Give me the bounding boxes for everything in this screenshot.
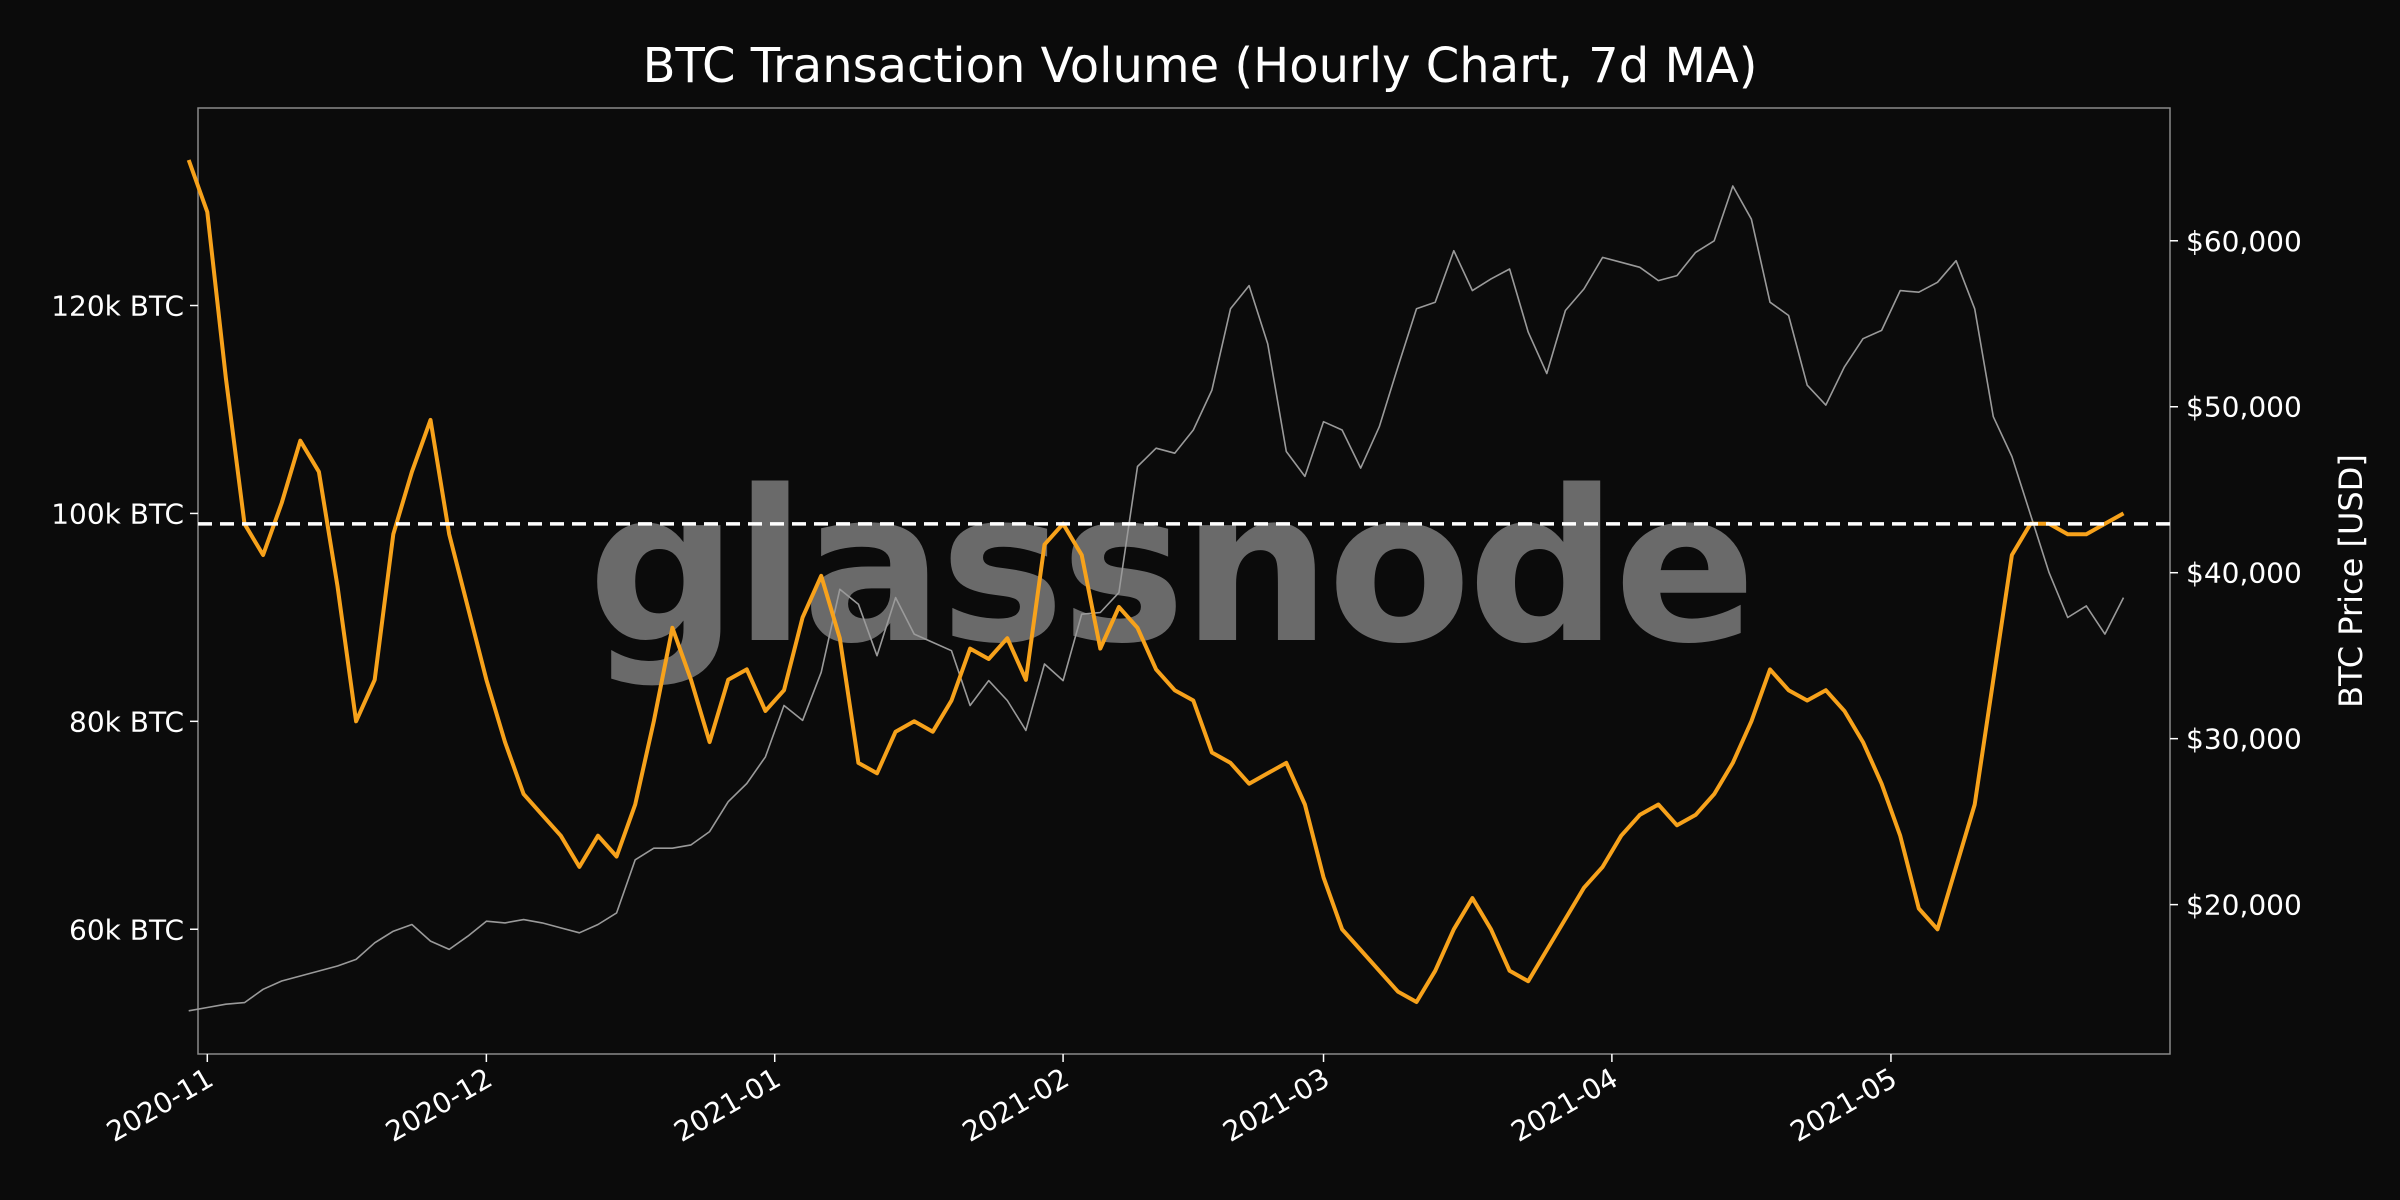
volume-line [186, 159, 2125, 1004]
volume-series-layer [186, 159, 2125, 1004]
chart-title: BTC Transaction Volume (Hourly Chart, 7d… [643, 38, 1758, 94]
left-tick-label: 80k BTC [69, 705, 184, 738]
right-tick-label: $40,000 [2186, 557, 2302, 590]
left-tick-label: 100k BTC [51, 497, 184, 530]
plot-area [197, 107, 2171, 1055]
left-tick-label: 60k BTC [69, 913, 184, 946]
left-tick-label: 120k BTC [51, 290, 184, 323]
right-tick-label: $50,000 [2186, 391, 2302, 424]
right-tick-label: $20,000 [2186, 889, 2302, 922]
left-axis: 60k BTC 80k BTC 100k BTC 120k BTC [51, 290, 198, 946]
watermark-logo: glassnode [588, 445, 1753, 690]
right-axis: $20,000 $30,000 $40,000 $50,000 $60,000 [2170, 225, 2302, 922]
right-axis-label: BTC Price [USD] [2332, 454, 2370, 708]
price-line [188, 185, 2125, 1012]
right-tick-label: $30,000 [2186, 723, 2302, 756]
right-tick-label: $60,000 [2186, 225, 2302, 258]
price-series-layer [188, 185, 2125, 1012]
